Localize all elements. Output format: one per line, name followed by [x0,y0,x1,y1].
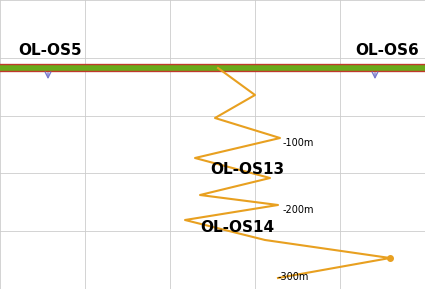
Text: OL-OS14: OL-OS14 [200,221,274,236]
Text: OL-OS6: OL-OS6 [355,43,419,58]
Text: OL-OS13: OL-OS13 [210,162,284,177]
Text: -200m: -200m [283,205,314,215]
Text: -300m: -300m [278,272,309,282]
Text: -100m: -100m [283,138,314,148]
Text: OL-OS5: OL-OS5 [18,43,82,58]
